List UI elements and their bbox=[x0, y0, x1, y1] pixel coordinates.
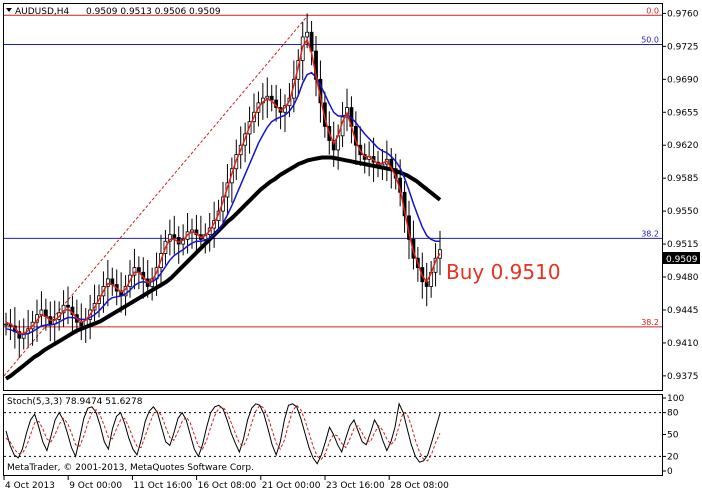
price-tick-label: 0.9515 bbox=[667, 240, 699, 250]
candle-body bbox=[132, 267, 137, 276]
price-tick-label: 0.9585 bbox=[667, 174, 699, 184]
candle-body bbox=[17, 331, 22, 339]
time-tick-label: 11 Oct 16:00 bbox=[133, 481, 192, 491]
candle-body bbox=[265, 95, 270, 99]
symbol-timeframe: AUDUSD,H4 bbox=[15, 7, 70, 17]
price-tick-label: 0.9760 bbox=[667, 9, 699, 19]
slow-ma-line bbox=[4, 155, 442, 381]
stoch-title: Stoch(5,3,3) 78.9474 51.6278 bbox=[7, 397, 143, 407]
candle-body bbox=[331, 140, 336, 151]
main-plot-frame bbox=[3, 3, 663, 391]
price-axis: 0.9760 0.9725 0.9690 0.9655 0.9620 0.9585 0.95… bbox=[662, 9, 699, 382]
stoch-tick-label: 50 bbox=[667, 431, 679, 441]
stoch-tick-label: 80 bbox=[667, 409, 679, 419]
fib-trend-line bbox=[3, 14, 309, 377]
price-tick-label: 0.9655 bbox=[667, 108, 699, 118]
price-tick-label: 0.9410 bbox=[667, 339, 699, 349]
price-tick-label: 0.9445 bbox=[667, 306, 699, 316]
fib-level-label: 38.2 bbox=[641, 229, 659, 238]
fast-ma-line bbox=[5, 38, 441, 335]
fib-level-label: 38.2 bbox=[641, 318, 659, 327]
price-tick-label: 0.9550 bbox=[667, 207, 699, 217]
stoch-axis: 100 80 50 20 0 bbox=[662, 394, 684, 477]
fib-level-label: 50.0 bbox=[641, 35, 659, 44]
current-price-tag bbox=[663, 252, 700, 264]
time-tick-label: 28 Oct 08:00 bbox=[390, 481, 449, 491]
stoch-tick-label: 20 bbox=[667, 452, 679, 462]
candle-body bbox=[61, 304, 66, 314]
fib-levels: 0.0 50.0 38.2 38.2 bbox=[4, 6, 662, 328]
trend-line-group bbox=[3, 14, 309, 377]
price-tick-label: 0.9725 bbox=[667, 42, 699, 52]
fib-level-label: 0.0 bbox=[646, 6, 659, 15]
time-tick-label: 16 Oct 08:00 bbox=[198, 481, 257, 491]
current-price-label: 0.9509 bbox=[666, 255, 698, 265]
candle-body bbox=[123, 286, 128, 297]
time-tick-label: 4 Oct 2013 bbox=[5, 481, 55, 491]
stoch-signal-line bbox=[5, 404, 441, 462]
time-axis: 4 Oct 2013 9 Oct 00:00 11 Oct 16:00 16 Oct … bbox=[3, 476, 449, 491]
candle-body bbox=[66, 304, 70, 308]
candle-body bbox=[269, 95, 274, 101]
price-tick-label: 0.9690 bbox=[667, 75, 699, 85]
candle-body bbox=[167, 234, 172, 242]
candle-body bbox=[172, 234, 177, 238]
stoch-tick-label: 0 bbox=[667, 467, 673, 477]
time-tick-label: 21 Oct 00:00 bbox=[262, 481, 321, 491]
candle-body bbox=[305, 31, 310, 38]
time-tick-label: 23 Oct 16:00 bbox=[326, 481, 385, 491]
candle-body bbox=[4, 323, 8, 326]
stoch-tick-label: 100 bbox=[667, 394, 684, 404]
ohlc-values: 0.9509 0.9513 0.9506 0.9509 bbox=[86, 7, 221, 17]
chevron-down-icon[interactable] bbox=[6, 8, 12, 12]
candle-body bbox=[105, 278, 110, 287]
copyright: MetaTrader, © 2001-2013, MetaQuotes Soft… bbox=[7, 463, 254, 473]
price-tick-label: 0.9480 bbox=[667, 273, 699, 283]
buy-annotation: Buy 0.9510 bbox=[446, 260, 561, 284]
price-tick-label: 0.9620 bbox=[667, 141, 699, 151]
time-tick-label: 9 Oct 00:00 bbox=[69, 481, 122, 491]
price-tick-label: 0.9375 bbox=[667, 372, 699, 382]
